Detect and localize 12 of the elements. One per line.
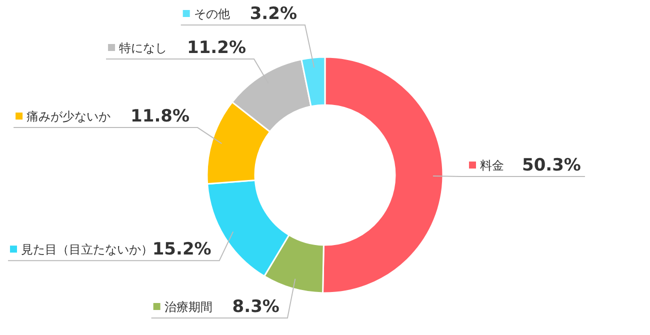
legend-label: 見た目（目立たないか）: [21, 242, 153, 257]
legend-label: 料金: [480, 158, 504, 173]
data-label: 50.3%: [522, 156, 581, 176]
legend-label: 痛みが少ないか: [26, 110, 111, 124]
data-label: 3.2%: [250, 4, 297, 24]
data-label: 15.2%: [152, 240, 212, 260]
legend-label: 特になし: [119, 41, 168, 55]
data-label: 11.8%: [130, 106, 190, 127]
legend-label: 治療期間: [164, 300, 212, 314]
data-label: 11.2%: [187, 38, 246, 58]
legend-label: その他: [194, 7, 230, 21]
data-label: 8.3%: [232, 297, 280, 317]
